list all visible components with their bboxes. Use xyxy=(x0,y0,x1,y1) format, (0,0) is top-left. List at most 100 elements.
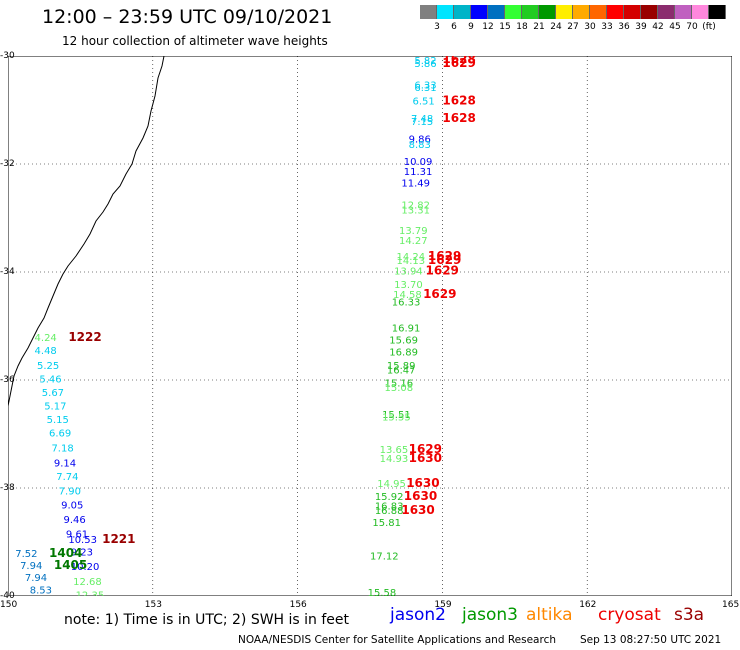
wave-height-label: 5.25 xyxy=(37,361,59,372)
wave-height-label: 7.90 xyxy=(59,486,81,497)
legend-label: 27 xyxy=(567,22,579,32)
wave-height-label: 13.65 xyxy=(380,445,409,456)
wave-height-label: 9.86 xyxy=(409,134,431,145)
satellite-name: altika xyxy=(526,605,573,625)
satellite-name: s3a xyxy=(674,605,705,625)
y-tick-label: -38 xyxy=(0,483,15,493)
pass-time-label: 1629 xyxy=(428,253,461,267)
legend-swatch xyxy=(488,5,505,19)
legend-swatch xyxy=(658,5,675,19)
wave-height-label: 10.20 xyxy=(71,562,100,573)
wave-height-label: 4.24 xyxy=(35,333,57,344)
wave-height-label: 8.83 xyxy=(409,140,431,151)
wave-height-label: 15.92 xyxy=(375,492,404,503)
pass-time-label: 1628 xyxy=(442,111,475,125)
wave-height-label: 9.46 xyxy=(64,515,86,526)
wave-height-label: 15.69 xyxy=(389,335,418,346)
wave-height-label: 5.17 xyxy=(44,402,66,413)
pass-time-label: 1630 xyxy=(404,489,437,503)
wave-height-label: 7.48 xyxy=(411,114,433,125)
legend-swatch xyxy=(590,5,607,19)
wave-height-label: 11.31 xyxy=(404,167,433,178)
wave-height-label: 7.18 xyxy=(51,443,73,454)
pass-time-label: 1222 xyxy=(68,330,101,344)
wave-height-label: 6.31 xyxy=(414,83,436,94)
wave-height-label: 14.27 xyxy=(399,236,428,247)
wave-height-label: 16.83 xyxy=(375,502,404,513)
legend-label: 36 xyxy=(618,22,630,32)
wave-height-label: 5.82 xyxy=(414,56,436,67)
wave-height-label: 14.24 xyxy=(397,252,426,263)
pass-time-label: 1630 xyxy=(409,451,442,465)
legend-label: 33 xyxy=(601,22,613,32)
pass-time-label: 1629 xyxy=(428,249,461,263)
legend-label: 70 xyxy=(686,22,698,32)
legend-swatch xyxy=(437,5,454,19)
legend-label: 42 xyxy=(652,22,664,32)
legend-swatch xyxy=(505,5,522,19)
legend-label: 12 xyxy=(482,22,494,32)
x-tick-label: 150 xyxy=(0,600,18,610)
wave-height-label: 6.69 xyxy=(49,429,71,440)
wave-height-label: 16.47 xyxy=(387,366,416,377)
legend-swatch xyxy=(556,5,573,19)
wave-height-label: 14.95 xyxy=(377,479,406,490)
wave-height-label: 14.93 xyxy=(380,454,409,465)
y-tick-label: -32 xyxy=(0,159,15,169)
legend-swatch xyxy=(607,5,624,19)
x-tick-label: 159 xyxy=(434,600,452,610)
wave-height-label: 12.68 xyxy=(73,577,102,588)
wave-height-label: 7.52 xyxy=(15,549,37,560)
wave-height-label: 15.81 xyxy=(372,518,401,529)
x-tick-label: 156 xyxy=(289,600,307,610)
wave-height-label: 15.16 xyxy=(384,378,413,389)
wave-height-label: 15.51 xyxy=(382,410,411,421)
observation-labels: 5.825.86 1628 1629 6.336.31 6.51 1628 7.487.15… xyxy=(15,56,476,596)
pass-time-label: 1629 xyxy=(442,56,475,70)
pass-time-label: 1628 xyxy=(442,94,475,108)
pass-time-label: 1405 xyxy=(54,558,87,572)
legend-label: 24 xyxy=(550,22,562,32)
legend-swatch xyxy=(675,5,692,19)
satellite-name: jason2 xyxy=(390,605,446,625)
pass-time-label: 1629 xyxy=(426,264,459,278)
wave-height-label: 9.14 xyxy=(54,458,76,469)
pass-time-label: 1630 xyxy=(406,476,439,490)
wave-height-label: 7.94 xyxy=(20,561,42,572)
legend-swatch xyxy=(692,5,709,19)
wave-height-label: 7.74 xyxy=(56,472,78,483)
wave-height-label: 13.79 xyxy=(399,226,428,237)
y-tick-label: -40 xyxy=(0,591,15,601)
footer-timestamp: Sep 13 08:27:50 UTC 2021 xyxy=(580,634,722,646)
satellite-name: jason3 xyxy=(462,605,518,625)
x-tick-label: 153 xyxy=(144,600,162,610)
y-tick-label: -30 xyxy=(0,51,15,61)
wave-height-label: 16.91 xyxy=(392,323,421,334)
legend-swatch xyxy=(522,5,539,19)
wave-height-label: 13.31 xyxy=(401,206,430,217)
wave-height-label: 5.15 xyxy=(47,415,69,426)
graticule xyxy=(8,56,732,596)
wave-height-label: 10.09 xyxy=(404,157,433,168)
wave-height-label: 15.89 xyxy=(387,361,416,372)
wave-height-label: 15.08 xyxy=(384,383,413,394)
footer-credit: NOAA/NESDIS Center for Satellite Applica… xyxy=(238,634,556,646)
pass-time-label: 1630 xyxy=(401,503,434,517)
wave-height-label: 16.88 xyxy=(375,506,404,517)
legend-swatch xyxy=(471,5,488,19)
wave-height-label: 13.94 xyxy=(394,267,423,278)
wave-height-label: 15.55 xyxy=(382,413,411,424)
wave-height-label: 6.33 xyxy=(414,80,436,91)
wave-height-label: 7.15 xyxy=(411,117,433,128)
wave-height-label: 4.48 xyxy=(35,346,57,357)
legend-swatch xyxy=(624,5,641,19)
pass-time-label: 1404 xyxy=(49,546,82,560)
legend-label: 30 xyxy=(584,22,596,32)
legend-label: 45 xyxy=(669,22,681,32)
y-tick-label: -34 xyxy=(0,267,15,277)
wave-height-label: 10.53 xyxy=(68,535,97,546)
wave-height-label: 5.86 xyxy=(414,59,436,70)
wave-height-label: 6.51 xyxy=(412,97,434,108)
legend-label: 18 xyxy=(516,22,528,32)
wave-height-label: 9.23 xyxy=(71,548,93,559)
